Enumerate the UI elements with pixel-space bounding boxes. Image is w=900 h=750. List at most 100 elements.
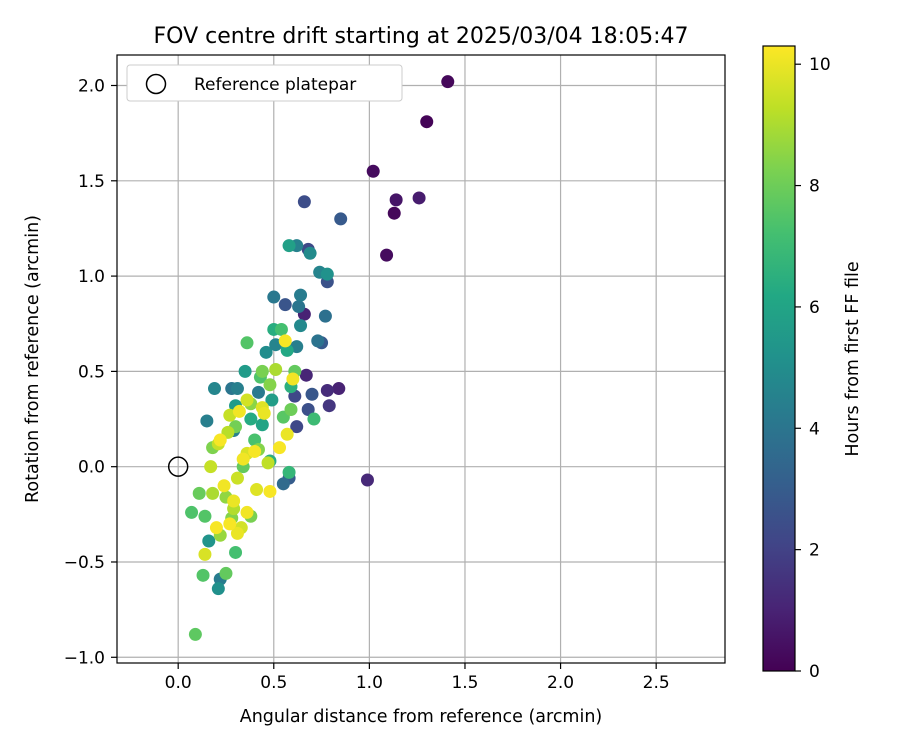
- reference-marker: [167, 456, 189, 477]
- data-point: [208, 382, 222, 396]
- colorbar-tick-label: 2: [809, 541, 820, 561]
- data-point: [286, 372, 300, 386]
- data-point: [292, 300, 306, 314]
- data-point: [219, 566, 233, 580]
- legend-box: [126, 64, 403, 102]
- data-point: [320, 267, 334, 281]
- data-point: [223, 517, 237, 531]
- data-point: [290, 420, 304, 434]
- data-point: [282, 239, 296, 253]
- data-point: [232, 404, 246, 418]
- data-point: [278, 334, 292, 348]
- data-point: [274, 322, 288, 336]
- colorbar-tick-label: 0: [809, 662, 820, 682]
- data-point: [311, 334, 325, 348]
- data-point: [192, 486, 206, 500]
- data-point: [240, 505, 254, 519]
- data-point: [420, 115, 434, 129]
- data-point: [257, 406, 271, 420]
- data-point: [322, 399, 336, 413]
- colorbar-label: Hours from first FF file: [843, 261, 863, 456]
- data-point: [236, 452, 250, 466]
- y-tick-label: −0.5: [64, 553, 105, 573]
- data-point: [297, 195, 311, 209]
- data-point: [269, 362, 283, 376]
- data-point: [204, 460, 218, 474]
- chart-title: FOV centre drift starting at 2025/03/04 …: [154, 24, 689, 49]
- data-point: [273, 441, 287, 455]
- data-point: [198, 509, 212, 523]
- data-point: [185, 505, 199, 519]
- data-point: [278, 298, 292, 312]
- plot-frame: [116, 54, 726, 664]
- legend-label: Reference platepar: [194, 75, 356, 95]
- data-point: [360, 473, 374, 487]
- data-point: [280, 427, 294, 441]
- data-point: [276, 477, 290, 491]
- colorbar-gradient: [762, 45, 796, 672]
- data-point: [202, 534, 216, 548]
- data-point: [441, 75, 455, 89]
- data-point: [200, 414, 214, 428]
- data-point: [294, 288, 308, 302]
- x-tick-label: 2.0: [547, 673, 574, 693]
- data-point: [251, 385, 265, 399]
- y-tick-label: 0.5: [78, 362, 105, 382]
- data-point: [196, 568, 210, 582]
- data-point: [334, 212, 348, 226]
- colorbar-tick-label: 4: [809, 419, 820, 439]
- data-point: [305, 387, 319, 401]
- data-point: [227, 494, 241, 508]
- data-point: [263, 378, 277, 392]
- data-point: [301, 403, 315, 417]
- colorbar: 0 2 4 6 8 10 Hours from first FF file: [762, 45, 863, 682]
- x-tick-label: 0.0: [165, 673, 192, 693]
- data-point: [198, 547, 212, 561]
- x-tick-label: 1.0: [356, 673, 383, 693]
- data-point: [230, 382, 244, 396]
- x-axis-label: Angular distance from reference (arcmin): [240, 707, 603, 727]
- data-point: [229, 545, 243, 559]
- y-axis-label: Rotation from reference (arcmin): [23, 215, 43, 503]
- data-point: [380, 248, 394, 262]
- data-point: [255, 418, 269, 432]
- data-point: [389, 193, 403, 207]
- data-point: [238, 364, 252, 378]
- legend-marker-icon: [145, 73, 167, 95]
- colorbar-tick-label: 10: [809, 55, 831, 75]
- data-point: [206, 486, 220, 500]
- data-point: [299, 368, 313, 382]
- data-point: [303, 246, 317, 260]
- y-tick-label: 0.0: [78, 458, 105, 478]
- y-axis: −1.0 −0.5 0.0 0.5 1.0 1.5 2.0: [64, 76, 117, 668]
- data-point: [265, 393, 279, 407]
- data-point: [250, 483, 264, 497]
- grid: [117, 55, 725, 663]
- y-tick-label: 1.5: [78, 172, 105, 192]
- x-tick-label: 1.5: [451, 673, 478, 693]
- data-point: [230, 471, 244, 485]
- data-point: [211, 582, 225, 596]
- data-point: [244, 412, 258, 426]
- data-point: [209, 521, 223, 535]
- data-point: [267, 290, 281, 304]
- data-point: [248, 444, 262, 458]
- data-point: [213, 433, 227, 447]
- colorbar-ticks: 0 2 4 6 8 10: [795, 55, 831, 682]
- data-point: [217, 479, 231, 493]
- y-tick-label: −1.0: [64, 648, 105, 668]
- data-point: [188, 627, 202, 641]
- y-tick-label: 1.0: [78, 267, 105, 287]
- data-point: [263, 484, 277, 498]
- data-point: [294, 319, 308, 333]
- x-axis: 0.0 0.5 1.0 1.5 2.0 2.5: [165, 663, 670, 693]
- data-point: [284, 403, 298, 417]
- colorbar-tick-label: 6: [809, 298, 820, 318]
- legend: Reference platepar: [126, 64, 403, 102]
- data-point: [366, 164, 380, 178]
- x-tick-label: 2.5: [643, 673, 670, 693]
- data-point: [320, 383, 334, 397]
- data-point: [259, 345, 273, 359]
- data-point: [230, 526, 244, 540]
